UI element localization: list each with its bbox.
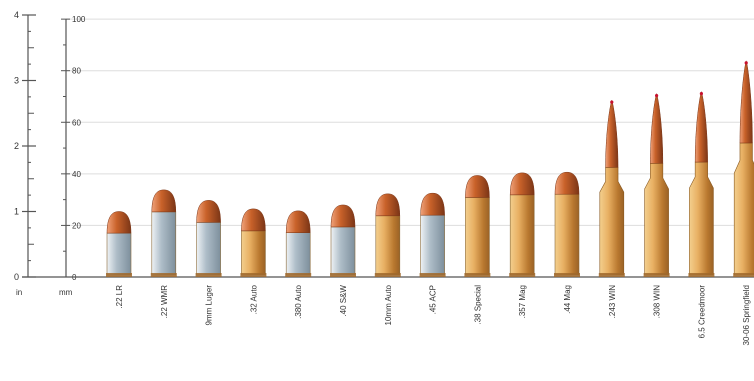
cartridge-bar — [554, 171, 580, 277]
cartridge-rim — [285, 273, 312, 277]
inch-tick-label: 3 — [14, 76, 19, 86]
cartridge-rim — [733, 273, 754, 277]
cartridge-rim — [509, 273, 536, 277]
category-label: 6.5 Creedmoor — [697, 285, 706, 339]
cartridge-bar — [643, 92, 670, 277]
mm-tick-label: 20 — [72, 221, 81, 230]
cartridge-bullet — [375, 193, 401, 217]
cartridge-rim — [419, 273, 446, 277]
mm-tick-label: 60 — [72, 118, 81, 127]
cartridge-bar — [240, 208, 267, 277]
cartridge-bars — [106, 60, 754, 277]
cartridge-case — [420, 214, 445, 276]
inch-tick-label: 2 — [14, 141, 19, 151]
cartridge-tip — [744, 61, 748, 65]
category-label: .357 Mag — [518, 285, 527, 318]
cartridge-bullet — [694, 90, 708, 163]
category-label: 10mm Auto — [384, 284, 393, 325]
cartridge-case — [644, 162, 669, 276]
category-label: 9mm Luger — [205, 285, 214, 326]
mm-tick-label: 40 — [72, 170, 81, 179]
category-label: .44 Mag — [563, 285, 572, 314]
cartridge-bar — [106, 211, 132, 277]
cartridge-rim — [464, 273, 491, 277]
category-label: .22 WMR — [160, 285, 169, 319]
cartridge-bar — [285, 210, 312, 277]
category-label: .243 WIN — [608, 285, 617, 319]
cartridge-bullet — [330, 204, 356, 228]
cartridge-tip — [699, 92, 704, 96]
cartridge-bar — [464, 175, 491, 277]
cartridge-rim — [374, 273, 401, 277]
cartridge-case — [375, 215, 401, 276]
cartridge-bullet — [509, 172, 535, 196]
category-label: .32 Auto — [249, 284, 258, 314]
grid-lines — [66, 18, 754, 226]
cartridge-bullet — [605, 99, 619, 168]
cartridge-bar — [330, 204, 356, 277]
inch-tick-label: 4 — [14, 10, 19, 20]
cartridge-bar — [374, 193, 401, 277]
category-label: 30-06 Springfield — [742, 285, 751, 345]
inch-unit-label: in — [16, 288, 22, 297]
cartridge-bar — [688, 90, 715, 277]
cartridge-case — [733, 142, 754, 276]
cartridge-case — [285, 232, 311, 276]
cartridge-case — [196, 222, 221, 276]
cartridge-case — [689, 161, 714, 276]
cartridge-rim — [240, 273, 267, 277]
cartridge-rim — [150, 273, 177, 277]
cartridge-rim — [643, 273, 670, 277]
cartridge-rim — [330, 273, 356, 277]
cartridge-bar — [150, 189, 177, 277]
cartridge-case — [465, 197, 490, 276]
cartridge-bullet — [739, 60, 753, 144]
cartridge-bullet — [285, 210, 311, 233]
cartridge-rim — [688, 273, 715, 277]
category-label: .308 WIN — [653, 285, 662, 319]
inch-tick-label: 0 — [14, 272, 19, 282]
cartridge-bar — [195, 200, 222, 277]
mm-tick-label: 80 — [72, 67, 81, 76]
cartridge-bullet — [241, 208, 266, 232]
cartridge-bar — [419, 192, 446, 277]
cartridge-rim — [195, 273, 222, 277]
cartridge-bullet — [650, 92, 664, 164]
cartridge-tip — [610, 100, 614, 104]
cartridge-rim — [106, 273, 132, 277]
cartridge-tip — [655, 94, 659, 98]
cartridge-bullet — [420, 192, 445, 216]
cartridge-bar — [509, 172, 536, 277]
cartridge-bullet — [196, 200, 221, 223]
category-label: .38 Special — [473, 285, 482, 325]
cartridge-case — [509, 194, 535, 276]
category-label: .22 LR — [115, 285, 124, 309]
cartridge-case — [106, 232, 132, 276]
mm-unit-label: mm — [59, 288, 73, 297]
cartridge-case — [241, 230, 266, 276]
cartridge-rim — [554, 273, 580, 277]
cartridge-bullet — [106, 211, 132, 234]
category-label: .45 ACP — [429, 285, 438, 314]
cartridge-bar — [733, 60, 754, 277]
cartridge-bullet — [554, 171, 580, 195]
cartridge-case — [151, 211, 177, 276]
cartridge-case — [599, 167, 625, 276]
cartridge-bullet — [151, 189, 177, 213]
cartridge-bullet — [465, 175, 490, 198]
cartridge-case — [330, 226, 356, 276]
mm-tick-label: 100 — [72, 15, 86, 24]
inch-tick-label: 1 — [14, 207, 19, 217]
cartridge-case — [554, 193, 580, 276]
category-labels: .22 LR .22 WMR 9mm Luger .32 Auto .380 Auto.… — [115, 284, 751, 345]
cartridge-rim — [598, 273, 625, 277]
cartridge-bar — [598, 99, 625, 277]
category-label: .40 S&W — [339, 285, 348, 317]
category-label: .380 Auto — [294, 284, 303, 318]
